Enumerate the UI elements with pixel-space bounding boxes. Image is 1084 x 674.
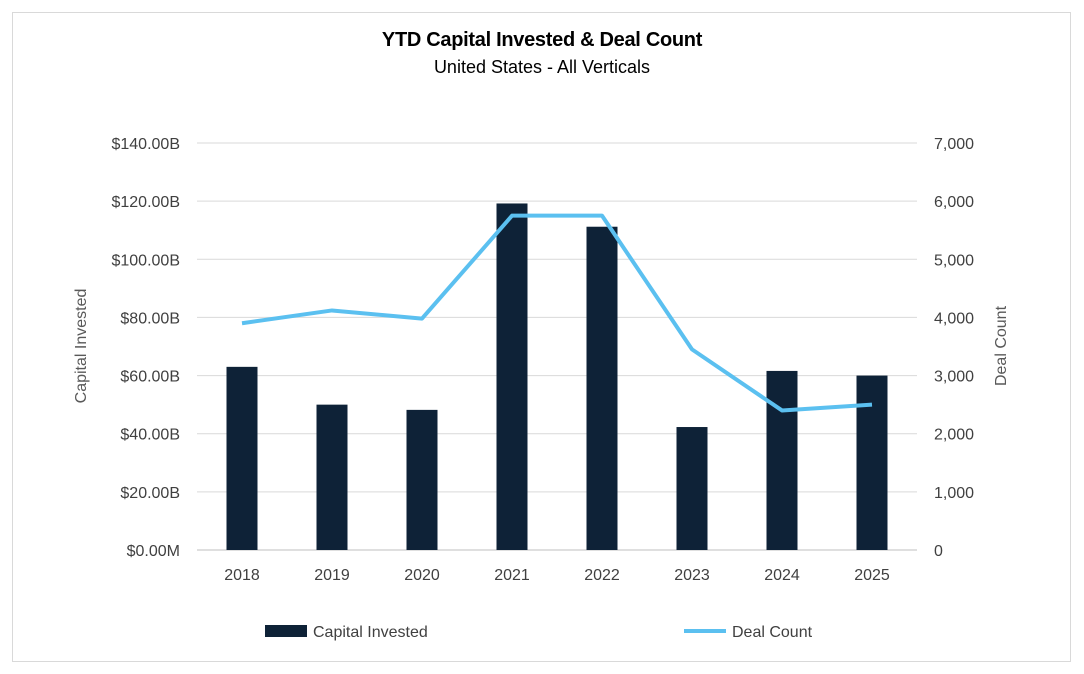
deal-count-line-layer <box>241 213 873 413</box>
x-tick-label: 2021 <box>494 567 530 584</box>
left-tick-label: $0.00M <box>127 543 180 560</box>
chart-frame <box>12 12 1071 662</box>
chart-title: YTD Capital Invested & Deal Count <box>381 29 703 51</box>
bar-capital-invested <box>676 427 708 550</box>
left-tick-label: $80.00B <box>120 310 180 327</box>
left-tick-label: $60.00B <box>120 369 180 386</box>
legend-label-capital-invested: Capital Invested <box>313 624 428 641</box>
right-axis-title: Deal Count <box>993 305 1010 386</box>
bar-capital-invested <box>586 226 618 550</box>
bar-capital-invested <box>766 370 798 550</box>
bar-capital-invested <box>496 203 528 550</box>
left-tick-label: $100.00B <box>111 252 180 269</box>
gridlines <box>197 142 917 551</box>
right-tick-label: 4,000 <box>934 310 974 327</box>
right-tick-label: 3,000 <box>934 369 974 386</box>
right-tick-label: 0 <box>934 543 943 560</box>
left-tick-label: $140.00B <box>111 136 180 153</box>
bar-capital-invested <box>226 366 258 550</box>
bar-capital-invested <box>316 404 348 550</box>
left-axis-ticks: $0.00M $20.00B $40.00B $60.00B $80.00B $100.0… <box>111 136 180 560</box>
right-axis-ticks: 0 1,000 2,000 3,000 4,000 5,000 6,000 7,000 <box>934 136 974 560</box>
x-tick-label: 2025 <box>854 567 890 584</box>
left-tick-label: $40.00B <box>120 427 180 444</box>
legend-label-deal-count: Deal Count <box>732 624 813 641</box>
left-tick-label: $20.00B <box>120 485 180 502</box>
chart-subtitle: United States - All Verticals <box>433 57 651 77</box>
right-tick-label: 1,000 <box>934 485 974 502</box>
x-tick-label: 2024 <box>764 567 800 584</box>
right-tick-label: 5,000 <box>934 252 974 269</box>
right-tick-label: 2,000 <box>934 427 974 444</box>
x-tick-label: 2018 <box>224 567 260 584</box>
x-axis-ticks: 2018 2019 2020 2021 2022 2023 2024 2025 <box>224 567 890 584</box>
right-tick-label: 6,000 <box>934 194 974 211</box>
left-axis-title: Capital Invested <box>73 289 90 404</box>
x-tick-label: 2019 <box>314 567 350 584</box>
x-tick-label: 2022 <box>584 567 620 584</box>
right-tick-label: 7,000 <box>934 136 974 153</box>
bars <box>226 203 888 550</box>
bar-capital-invested <box>856 375 888 550</box>
x-tick-label: 2023 <box>674 567 710 584</box>
bar-capital-invested <box>406 409 438 550</box>
x-tick-label: 2020 <box>404 567 440 584</box>
left-tick-label: $120.00B <box>111 194 180 211</box>
legend: Capital Invested Deal Count <box>265 624 813 641</box>
legend-swatch-capital-invested <box>265 625 307 637</box>
deal-count-line <box>241 213 873 413</box>
